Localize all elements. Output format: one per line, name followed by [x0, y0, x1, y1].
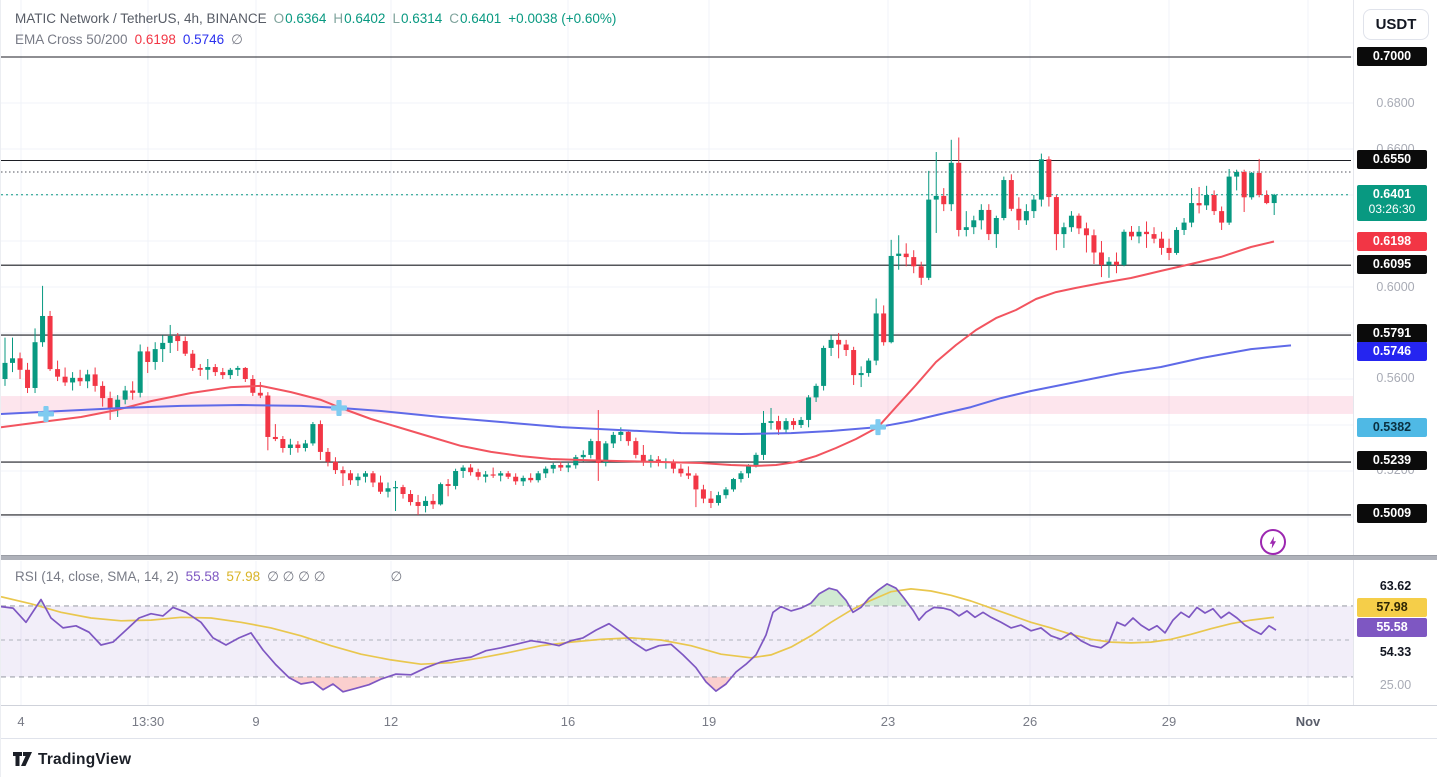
ema-cross-marker: [38, 405, 54, 422]
rsi-axis-label: 25.00: [1379, 678, 1412, 692]
time-tick-label: 29: [1161, 714, 1177, 729]
footer: TradingView: [13, 751, 131, 769]
price-label-cross: 0.5382: [1357, 418, 1427, 437]
ema50-line: [1, 240, 1275, 467]
ema-cross-marker: [331, 399, 347, 416]
rsi-axis-label: 54.33: [1379, 645, 1412, 659]
price-label-level: 0.6550: [1357, 150, 1427, 169]
price-change: +0.0038 (+0.60%): [508, 11, 617, 26]
ema200-line: [1, 344, 1292, 435]
axis-separator: [1353, 0, 1354, 739]
rsi-axis-label: 55.58: [1357, 618, 1427, 637]
time-axis[interactable]: 4 13:30 9 12 16 19 23 26 29 Nov: [1, 705, 1437, 739]
ohlc-open: O0.6364: [273, 11, 327, 26]
price-tick: 0.5600: [1376, 371, 1415, 385]
time-tick-label: Nov: [1295, 714, 1321, 729]
symbol-row: MATIC Network / TetherUS, 4h, BINANCE O0…: [15, 8, 616, 29]
lightning-icon[interactable]: [1260, 529, 1286, 555]
rsi-overbought-fill: [36, 583, 910, 606]
time-tick-label: 13:30: [131, 714, 165, 729]
time-tick-label: 9: [252, 714, 260, 729]
tradingview-logo-text[interactable]: TradingView: [38, 751, 132, 768]
rsi-band: [1, 605, 1354, 677]
bolt-glyph: [1269, 535, 1276, 549]
price-label-ema200: 0.5746: [1357, 342, 1427, 361]
price-level-lines: [1, 56, 1351, 516]
pane-divider-handle[interactable]: [1, 555, 1437, 560]
time-tick-label: 12: [383, 714, 399, 729]
time-tick-label: 4: [17, 714, 25, 729]
tradingview-logo-icon[interactable]: [13, 751, 32, 769]
price-label-level: 0.7000: [1357, 47, 1427, 66]
price-tick: 0.6000: [1376, 280, 1415, 294]
ema200-value: 0.5746: [182, 32, 225, 47]
price-label-last: 0.6401 03:26:30: [1357, 185, 1427, 221]
candles-layer: [2, 137, 1277, 515]
rsi-indicator-name[interactable]: RSI (14, close, SMA, 14, 2): [15, 569, 179, 584]
price-label-level: 0.5239: [1357, 451, 1427, 470]
symbol-legend: MATIC Network / TetherUS, 4h, BINANCE O0…: [15, 8, 616, 50]
rsi-value: 55.58: [185, 569, 220, 584]
time-tick-label: 19: [701, 714, 717, 729]
time-tick-label: 23: [880, 714, 896, 729]
rsi-axis-label: 63.62: [1379, 579, 1412, 593]
ema-cross-marker: [870, 419, 886, 436]
rsi-oversold-fill: [288, 676, 732, 692]
rsi-empty-values: ∅ ∅ ∅ ∅: [267, 569, 326, 584]
symbol-title[interactable]: MATIC Network / TetherUS, 4h, BINANCE: [15, 11, 267, 26]
price-label-level: 0.5791: [1357, 324, 1427, 343]
ohlc-close: C0.6401: [449, 11, 502, 26]
empty-value-icon: ∅: [231, 32, 243, 47]
time-tick-label: 16: [560, 714, 576, 729]
price-label-ema50: 0.6198: [1357, 232, 1427, 251]
ohlc-high: H0.6402: [333, 11, 386, 26]
rsi-sma-value: 57.98: [226, 569, 261, 584]
time-tick-label: 26: [1022, 714, 1038, 729]
price-label-level: 0.5009: [1357, 504, 1427, 523]
rsi-axis-label: 57.98: [1357, 598, 1427, 617]
ohlc-low: L0.6314: [392, 11, 443, 26]
currency-toggle-button[interactable]: USDT: [1363, 9, 1429, 40]
price-label-level: 0.6095: [1357, 255, 1427, 274]
gridlines: [1, 0, 1353, 710]
rsi-line: [1, 583, 1277, 693]
rsi-empty-value-far: ∅: [390, 569, 403, 584]
ema50-value: 0.6198: [134, 32, 176, 47]
ema-cross-legend-row: EMA Cross 50/200 0.6198 0.5746 ∅: [15, 29, 616, 50]
indicator-name[interactable]: EMA Cross 50/200: [15, 32, 128, 47]
price-tick: 0.6800: [1376, 96, 1415, 110]
rsi-legend: RSI (14, close, SMA, 14, 2) 55.58 57.98 …: [15, 566, 402, 587]
rsi-sma-line: [1, 588, 1275, 666]
